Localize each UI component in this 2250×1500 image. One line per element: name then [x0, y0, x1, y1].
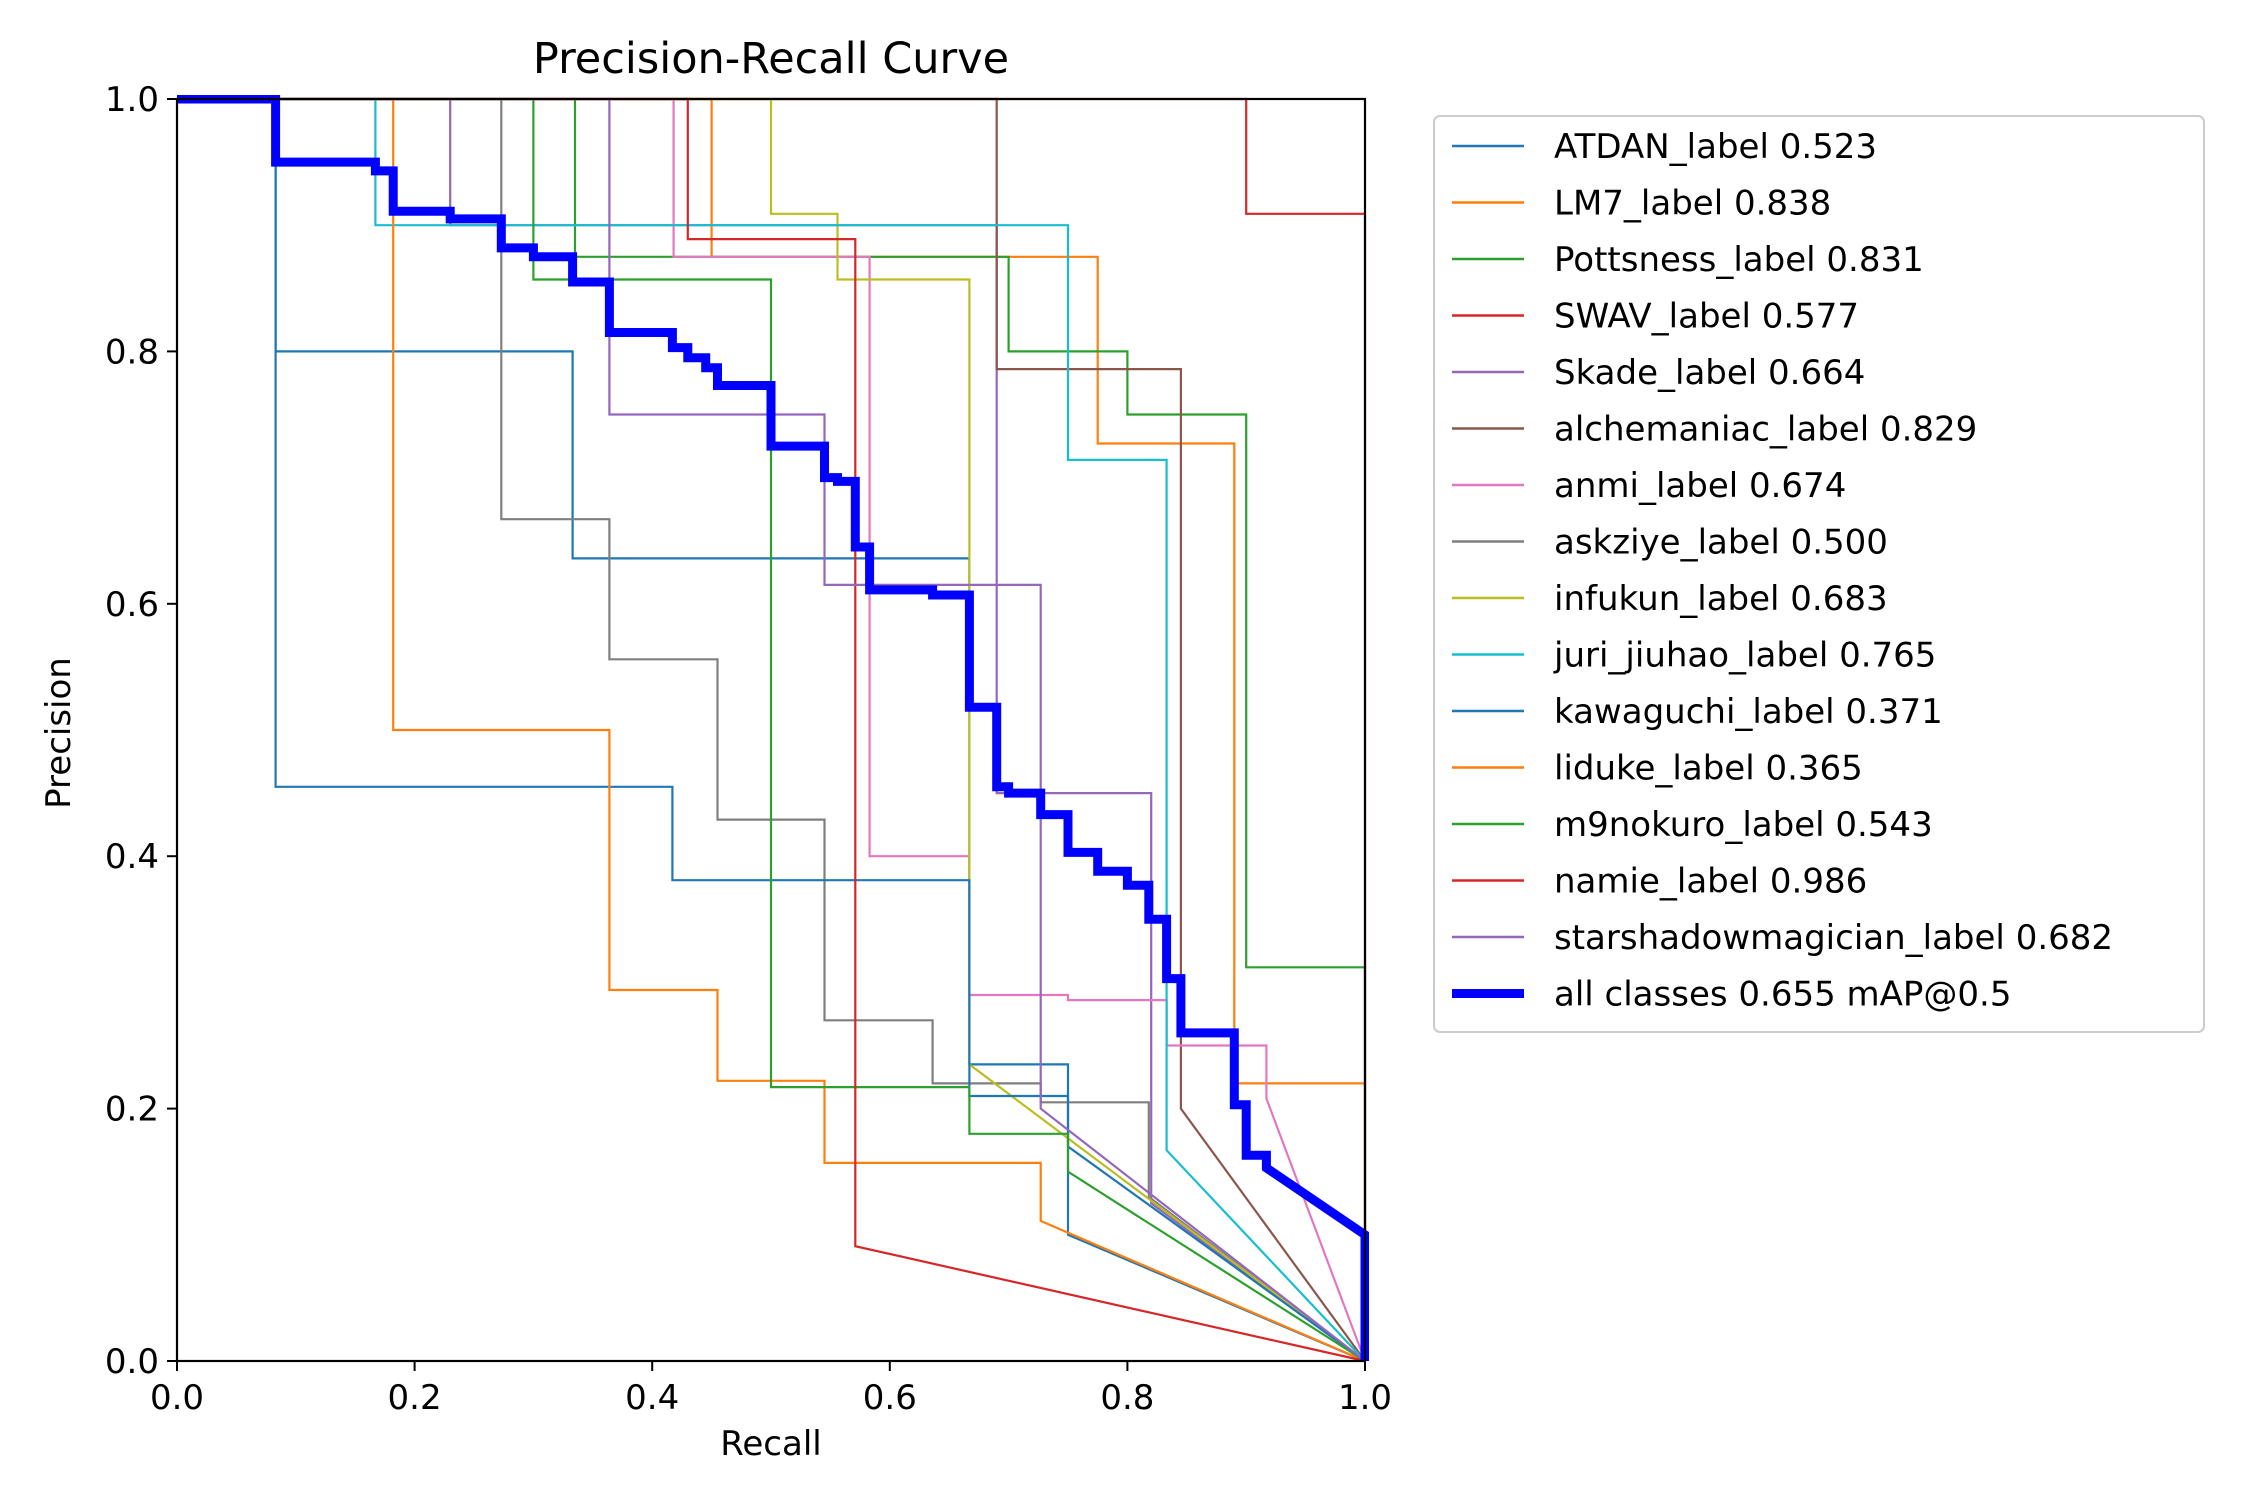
legend-label: SWAV_label 0.577 — [1554, 297, 1859, 337]
legend-label: namie_label 0.986 — [1554, 862, 1867, 902]
x-tick-label: 1.0 — [1338, 1378, 1392, 1418]
legend-box — [1433, 115, 2205, 1033]
legend-item: SWAV_label 0.577 — [1452, 297, 1859, 337]
legend-item: liduke_label 0.365 — [1452, 749, 1863, 789]
x-tick-label: 0.0 — [150, 1378, 204, 1418]
y-tick-label: 1.0 — [105, 80, 159, 120]
legend-item: all classes 0.655 mAP@0.5 — [1452, 975, 2011, 1015]
legend-label: liduke_label 0.365 — [1554, 749, 1863, 789]
legend-label: all classes 0.655 mAP@0.5 — [1554, 975, 2011, 1015]
series-lines — [177, 95, 1369, 1363]
legend-item: starshadowmagician_label 0.682 — [1452, 918, 2113, 958]
legend-label: ATDAN_label 0.523 — [1554, 127, 1877, 167]
legend-item: kawaguchi_label 0.371 — [1452, 692, 1943, 732]
legend-label: anmi_label 0.674 — [1554, 466, 1846, 506]
series-line-6 — [177, 97, 1367, 1362]
legend-label: m9nokuro_label 0.543 — [1554, 805, 1933, 845]
series-line-7 — [177, 97, 1366, 1362]
y-tick-label: 0.0 — [105, 1342, 159, 1382]
y-axis-label: Precision — [39, 657, 79, 809]
y-tick-label: 0.2 — [105, 1090, 159, 1130]
y-tick-label: 0.8 — [105, 332, 159, 372]
x-axis-label: Recall — [720, 1424, 821, 1464]
legend-label: kawaguchi_label 0.371 — [1554, 692, 1943, 732]
series-line-all-classes — [177, 95, 1369, 1361]
series-line-1 — [177, 97, 1367, 1361]
legend-item: ATDAN_label 0.523 — [1452, 127, 1877, 167]
legend-label: Pottsness_label 0.831 — [1554, 240, 1924, 280]
y-tick-label: 0.6 — [105, 585, 159, 625]
legend-item: LM7_label 0.838 — [1452, 184, 1831, 224]
legend-item: askziye_label 0.500 — [1452, 523, 1888, 563]
legend-label: infukun_label 0.683 — [1554, 579, 1888, 619]
legend-label: starshadowmagician_label 0.682 — [1554, 918, 2113, 958]
legend-item: namie_label 0.986 — [1452, 862, 1867, 902]
series-line-2 — [177, 97, 1367, 1361]
series-line-4 — [177, 97, 1366, 1362]
plot-area — [175, 95, 1369, 1363]
legend-label: Skade_label 0.664 — [1554, 353, 1865, 393]
legend-item: Pottsness_label 0.831 — [1452, 240, 1924, 280]
legend-item: infukun_label 0.683 — [1452, 579, 1888, 619]
x-axis: 0.0 0.2 0.4 0.6 0.8 1.0 — [150, 1361, 1392, 1418]
series-line-11 — [177, 97, 1366, 1363]
legend-label: LM7_label 0.838 — [1554, 184, 1831, 224]
legend-item: m9nokuro_label 0.543 — [1452, 805, 1933, 845]
x-tick-label: 0.4 — [625, 1378, 679, 1418]
legend-item: anmi_label 0.674 — [1452, 466, 1846, 506]
legend-label: askziye_label 0.500 — [1554, 523, 1888, 563]
plot-frame — [175, 97, 1367, 1363]
series-line-14 — [177, 97, 1366, 1362]
chart-title: Precision-Recall Curve — [533, 34, 1009, 84]
series-line-12 — [177, 97, 1366, 1362]
legend-item: juri_jiuhao_label 0.765 — [1452, 636, 1936, 676]
series-line-10 — [177, 97, 1366, 1362]
x-tick-label: 0.8 — [1100, 1378, 1154, 1418]
y-tick-label: 0.4 — [105, 837, 159, 877]
y-axis: 0.0 0.2 0.4 0.6 0.8 1.0 — [105, 80, 177, 1382]
legend-item: Skade_label 0.664 — [1452, 353, 1865, 393]
x-tick-label: 0.2 — [388, 1378, 442, 1418]
legend-label: alchemaniac_label 0.829 — [1554, 410, 1977, 450]
legend-item: alchemaniac_label 0.829 — [1452, 410, 1977, 450]
series-line-9 — [177, 97, 1366, 1362]
legend: ATDAN_label 0.523 LM7_label 0.838 Pottsnes… — [1433, 115, 2205, 1033]
x-tick-label: 0.6 — [863, 1378, 917, 1418]
legend-label: juri_jiuhao_label 0.765 — [1553, 636, 1936, 676]
